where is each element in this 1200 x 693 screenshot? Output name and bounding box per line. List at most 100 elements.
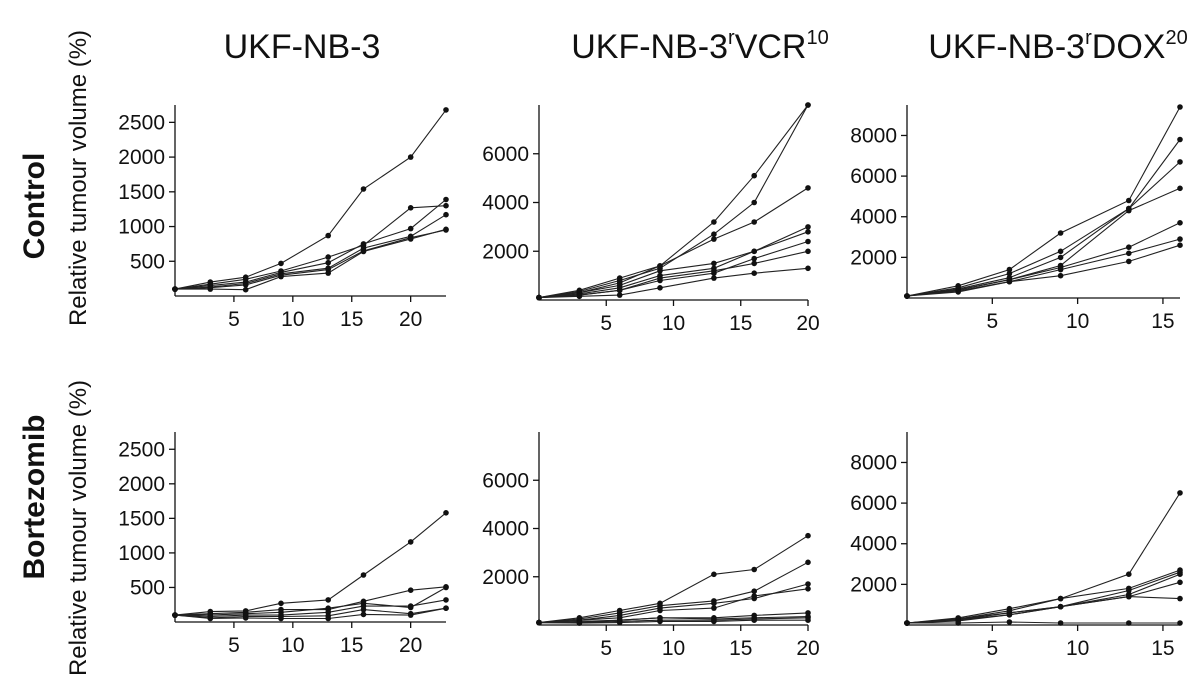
x-tick-label: 10: [1066, 310, 1089, 333]
panel-3: 2000 4000 6000 8000 5 10 15: [850, 104, 1183, 333]
data-point: [443, 211, 449, 218]
panel-6: 2000 4000 6000 8000 5 10 15: [850, 432, 1183, 660]
panel-4: 500 1000 1500 2000 2500 5 10 15 20: [118, 432, 449, 657]
data-point: [325, 232, 332, 239]
data-point: [443, 597, 449, 603]
data-point: [955, 289, 961, 295]
data-point: [1177, 620, 1183, 626]
data-point: [711, 260, 717, 267]
panel-1: 500 1000 1500 2000 2500 5 10 15 20: [118, 105, 449, 331]
data-point: [805, 586, 811, 592]
data-point: [1177, 242, 1183, 248]
y-tick-label: 2500: [118, 438, 165, 461]
data-point: [657, 285, 663, 291]
x-tick-label: 5: [600, 637, 612, 660]
data-point: [325, 605, 332, 611]
data-point: [711, 231, 717, 237]
data-point: [1177, 185, 1183, 192]
data-point: [172, 612, 178, 618]
series-line: [906, 596, 1181, 624]
y-tick-label: 4000: [850, 533, 897, 556]
y-axis-label-bottom: Relative tumour volume (%): [65, 380, 92, 676]
y-tick-label: 4000: [850, 206, 897, 229]
x-tick-label: 15: [1151, 637, 1174, 660]
data-point: [242, 282, 249, 288]
data-point: [1057, 603, 1064, 610]
y-tick-label: 6000: [482, 143, 529, 166]
data-point: [207, 286, 214, 292]
data-point: [207, 615, 214, 622]
data-point: [1006, 612, 1013, 618]
data-point: [536, 619, 542, 626]
x-tick-label: 15: [729, 637, 752, 660]
data-point: [1057, 266, 1064, 273]
series-line: [174, 109, 447, 290]
x-tick-label: 5: [986, 310, 998, 333]
data-point: [711, 605, 717, 611]
data-point: [805, 248, 811, 255]
data-point: [443, 196, 449, 203]
data-point: [1126, 258, 1132, 265]
series-line: [906, 573, 1181, 624]
y-tick-label: 2000: [118, 473, 165, 496]
data-point: [1177, 220, 1183, 226]
data-point: [751, 260, 757, 267]
x-tick-label: 15: [729, 312, 752, 335]
y-tick-label: 6000: [850, 165, 897, 188]
data-point: [904, 620, 910, 626]
data-point: [751, 617, 757, 623]
data-point: [1177, 236, 1183, 242]
x-tick-label: 20: [796, 637, 819, 660]
data-point: [278, 260, 284, 267]
x-tick-label: 20: [796, 312, 819, 335]
series-line: [174, 205, 447, 290]
data-point: [751, 219, 757, 225]
data-point: [536, 294, 542, 301]
data-point: [711, 600, 717, 607]
series-line: [538, 226, 809, 299]
x-tick-label: 5: [228, 634, 240, 657]
row-label-control: Control: [18, 153, 51, 260]
data-point: [1006, 278, 1013, 285]
x-tick-label: 10: [662, 312, 685, 335]
data-point: [1057, 254, 1064, 261]
data-point: [1057, 595, 1064, 602]
data-point: [407, 603, 414, 609]
column-title-3: UKF-NB-3rDOX20: [928, 27, 1187, 66]
data-point: [360, 186, 367, 192]
data-point: [407, 587, 414, 593]
data-point: [751, 248, 757, 255]
data-point: [1177, 159, 1183, 165]
x-tick-label: 10: [662, 637, 685, 660]
data-point: [1126, 587, 1132, 594]
x-tick-label: 20: [399, 634, 422, 657]
data-point: [1126, 571, 1132, 577]
x-tick-label: 15: [340, 308, 363, 331]
data-point: [443, 510, 449, 516]
x-tick-label: 10: [281, 308, 304, 331]
data-point: [407, 225, 414, 232]
y-tick-label: 8000: [850, 124, 897, 147]
panels: 500 1000 1500 2000 2500 5 10 15 20 2000 4000 6000 5 1…: [118, 102, 1183, 660]
data-point: [1057, 248, 1064, 255]
panel-2: 2000 4000 6000 5 10 15 20: [482, 102, 820, 335]
y-tick-label: 8000: [850, 451, 897, 474]
y-tick-label: 6000: [482, 469, 529, 492]
series-line: [906, 139, 1181, 297]
data-point: [1126, 244, 1132, 250]
series-line: [175, 228, 447, 291]
y-tick-label: 2500: [118, 111, 165, 134]
series-line: [174, 607, 447, 620]
data-point: [325, 615, 332, 622]
series-line: [906, 238, 1181, 297]
series-line: [538, 187, 809, 299]
y-tick-label: 500: [130, 576, 165, 599]
data-point: [360, 606, 367, 613]
data-point: [711, 219, 717, 225]
x-tick-label: 5: [986, 637, 998, 660]
data-point: [751, 199, 757, 206]
data-point: [360, 572, 367, 578]
data-point: [751, 588, 757, 594]
data-point: [576, 293, 583, 300]
